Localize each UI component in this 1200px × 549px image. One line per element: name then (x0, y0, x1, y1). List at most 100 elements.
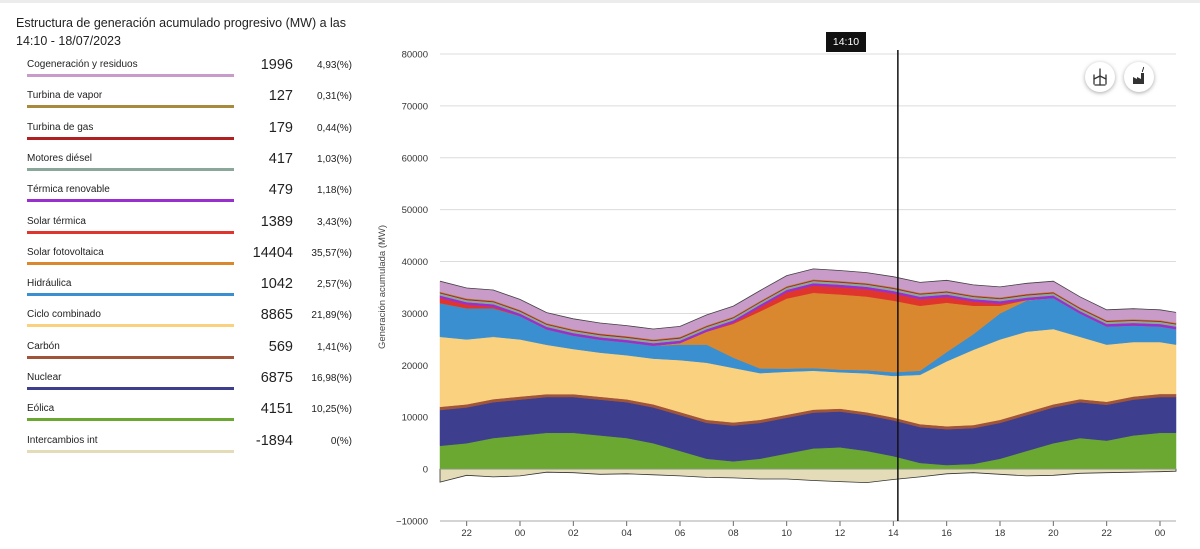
legend-swatch (27, 167, 234, 171)
legend-value: 1996 (260, 57, 293, 73)
legend-row[interactable]: Solar térmica 1389 3,43(%) (0, 213, 380, 245)
legend-swatch (27, 230, 234, 234)
legend-value: 1042 (260, 276, 293, 293)
legend-percent: 1,18(%) (316, 185, 352, 197)
chart-title: Estructura de generación acumulado progr… (16, 16, 347, 48)
y-tick-label: 80000 (402, 50, 428, 61)
x-tick-label: 22 (1101, 528, 1112, 539)
legend-row[interactable]: Térmica renovable 479 1,18(%) (0, 181, 380, 213)
legend-percent: 10,25(%) (311, 404, 352, 416)
legend-value: 8865 (260, 307, 293, 324)
legend-label: Intercambios int (27, 434, 98, 446)
legend-value: 1389 (260, 213, 293, 230)
x-tick-label: 00 (1155, 528, 1166, 539)
y-tick-label: 70000 (402, 101, 428, 112)
legend-percent: 0,31(%) (316, 91, 352, 103)
legend-row[interactable]: Hidráulica 1042 2,57(%) (0, 275, 380, 307)
legend-percent: 0(%) (330, 435, 352, 447)
legend-value: 14404 (252, 244, 293, 261)
legend-swatch (27, 293, 234, 297)
wind-turbine-button[interactable] (1085, 62, 1115, 92)
factory-icon (1133, 66, 1145, 84)
legend-value: 6875 (260, 370, 293, 386)
legend-value: 569 (268, 338, 293, 355)
legend-percent: 1,03(%) (316, 153, 352, 165)
legend-row[interactable]: Turbina de vapor 127 0,31(%) (0, 87, 380, 119)
legend-value: -1894 (255, 432, 293, 449)
legend-value: 417 (268, 150, 293, 167)
legend-value: 4151 (260, 401, 293, 418)
legend-row[interactable]: Ciclo combinado 8865 21,89(%) (0, 306, 380, 338)
legend-swatch (27, 261, 234, 265)
legend-percent: 21,89(%) (311, 310, 352, 322)
legend-percent: 1,41(%) (316, 341, 352, 353)
legend-percent: 3,43(%) (316, 216, 352, 228)
legend-row[interactable]: Turbina de gas 179 0,44(%) (0, 119, 380, 151)
legend-label: Solar fotovoltaica (27, 246, 104, 258)
x-tick-label: 14 (888, 528, 899, 539)
y-tick-label: 10000 (402, 413, 428, 424)
legend-swatch (27, 449, 234, 453)
y-tick-label: 30000 (402, 309, 428, 320)
legend-label: Nuclear (27, 372, 62, 383)
top-border (0, 0, 1200, 3)
x-tick-label: 20 (1048, 528, 1059, 539)
x-tick-label: 16 (941, 528, 952, 539)
x-tick-label: 08 (728, 528, 739, 539)
x-tick-label: 12 (835, 528, 846, 539)
factory-button[interactable] (1124, 62, 1154, 92)
legend-label: Carbón (27, 340, 60, 352)
x-tick-label: 22 (461, 528, 472, 539)
legend-swatch (27, 74, 234, 77)
area-intercambios (439, 468, 1177, 484)
x-tick-label: 10 (781, 528, 792, 539)
legend-swatch (27, 136, 234, 140)
x-tick-label: 18 (995, 528, 1006, 539)
legend-value: 179 (268, 119, 293, 136)
legend-label: Turbina de vapor (27, 90, 103, 102)
y-tick-label: 60000 (402, 153, 428, 164)
time-tooltip: 14:10 (826, 32, 866, 52)
y-axis-label: Generación acumulada (MW) (377, 225, 388, 349)
total-outline (439, 268, 1177, 330)
legend-label: Turbina de gas (27, 121, 94, 133)
legend-row[interactable]: Carbón 569 1,41(%) (0, 338, 380, 370)
y-tick-label: 20000 (402, 361, 428, 372)
legend-row[interactable]: Eólica 4151 10,25(%) (0, 400, 380, 432)
x-tick-label: 04 (621, 528, 632, 539)
legend-swatch (27, 199, 234, 203)
legend-label: Cogeneración y residuos (27, 59, 138, 70)
legend-value: 479 (268, 182, 293, 199)
legend-label: Hidráulica (27, 278, 72, 290)
y-tick-label: 40000 (402, 257, 428, 268)
legend-swatch (27, 105, 234, 109)
wind-turbine-icon (1093, 68, 1107, 86)
legend-label: Motores diésel (27, 152, 93, 164)
y-tick-label: −10000 (396, 517, 428, 528)
legend-row[interactable]: Solar fotovoltaica 14404 35,57(%) (0, 244, 380, 276)
legend-row[interactable]: Nuclear 6875 16,98(%) (0, 369, 380, 401)
legend-percent: 4,93(%) (316, 60, 352, 71)
legend-row[interactable]: Cogeneración y residuos 1996 4,93(%) (0, 56, 380, 88)
legend-percent: 2,57(%) (316, 279, 352, 291)
x-tick-label: 02 (568, 528, 579, 539)
legend-percent: 16,98(%) (311, 373, 352, 384)
legend-label: Eólica (27, 403, 55, 415)
legend-label: Solar térmica (27, 215, 86, 227)
legend-percent: 0,44(%) (316, 122, 352, 134)
y-tick-label: 0 (423, 465, 428, 476)
legend-swatch (27, 418, 234, 422)
y-tick-label: 50000 (402, 205, 428, 216)
x-tick-label: 00 (515, 528, 526, 539)
legend-label: Térmica renovable (27, 184, 110, 196)
legend-row[interactable]: Intercambios int -1894 0(%) (0, 432, 380, 464)
legend-value: 127 (268, 88, 293, 105)
legend-percent: 35,57(%) (311, 247, 352, 259)
legend-row[interactable]: Motores diésel 417 1,03(%) (0, 150, 380, 182)
legend-swatch (27, 355, 234, 359)
x-tick-label: 06 (675, 528, 686, 539)
legend-label: Ciclo combinado (27, 309, 101, 321)
legend-swatch (27, 387, 234, 390)
legend-swatch (27, 324, 234, 328)
